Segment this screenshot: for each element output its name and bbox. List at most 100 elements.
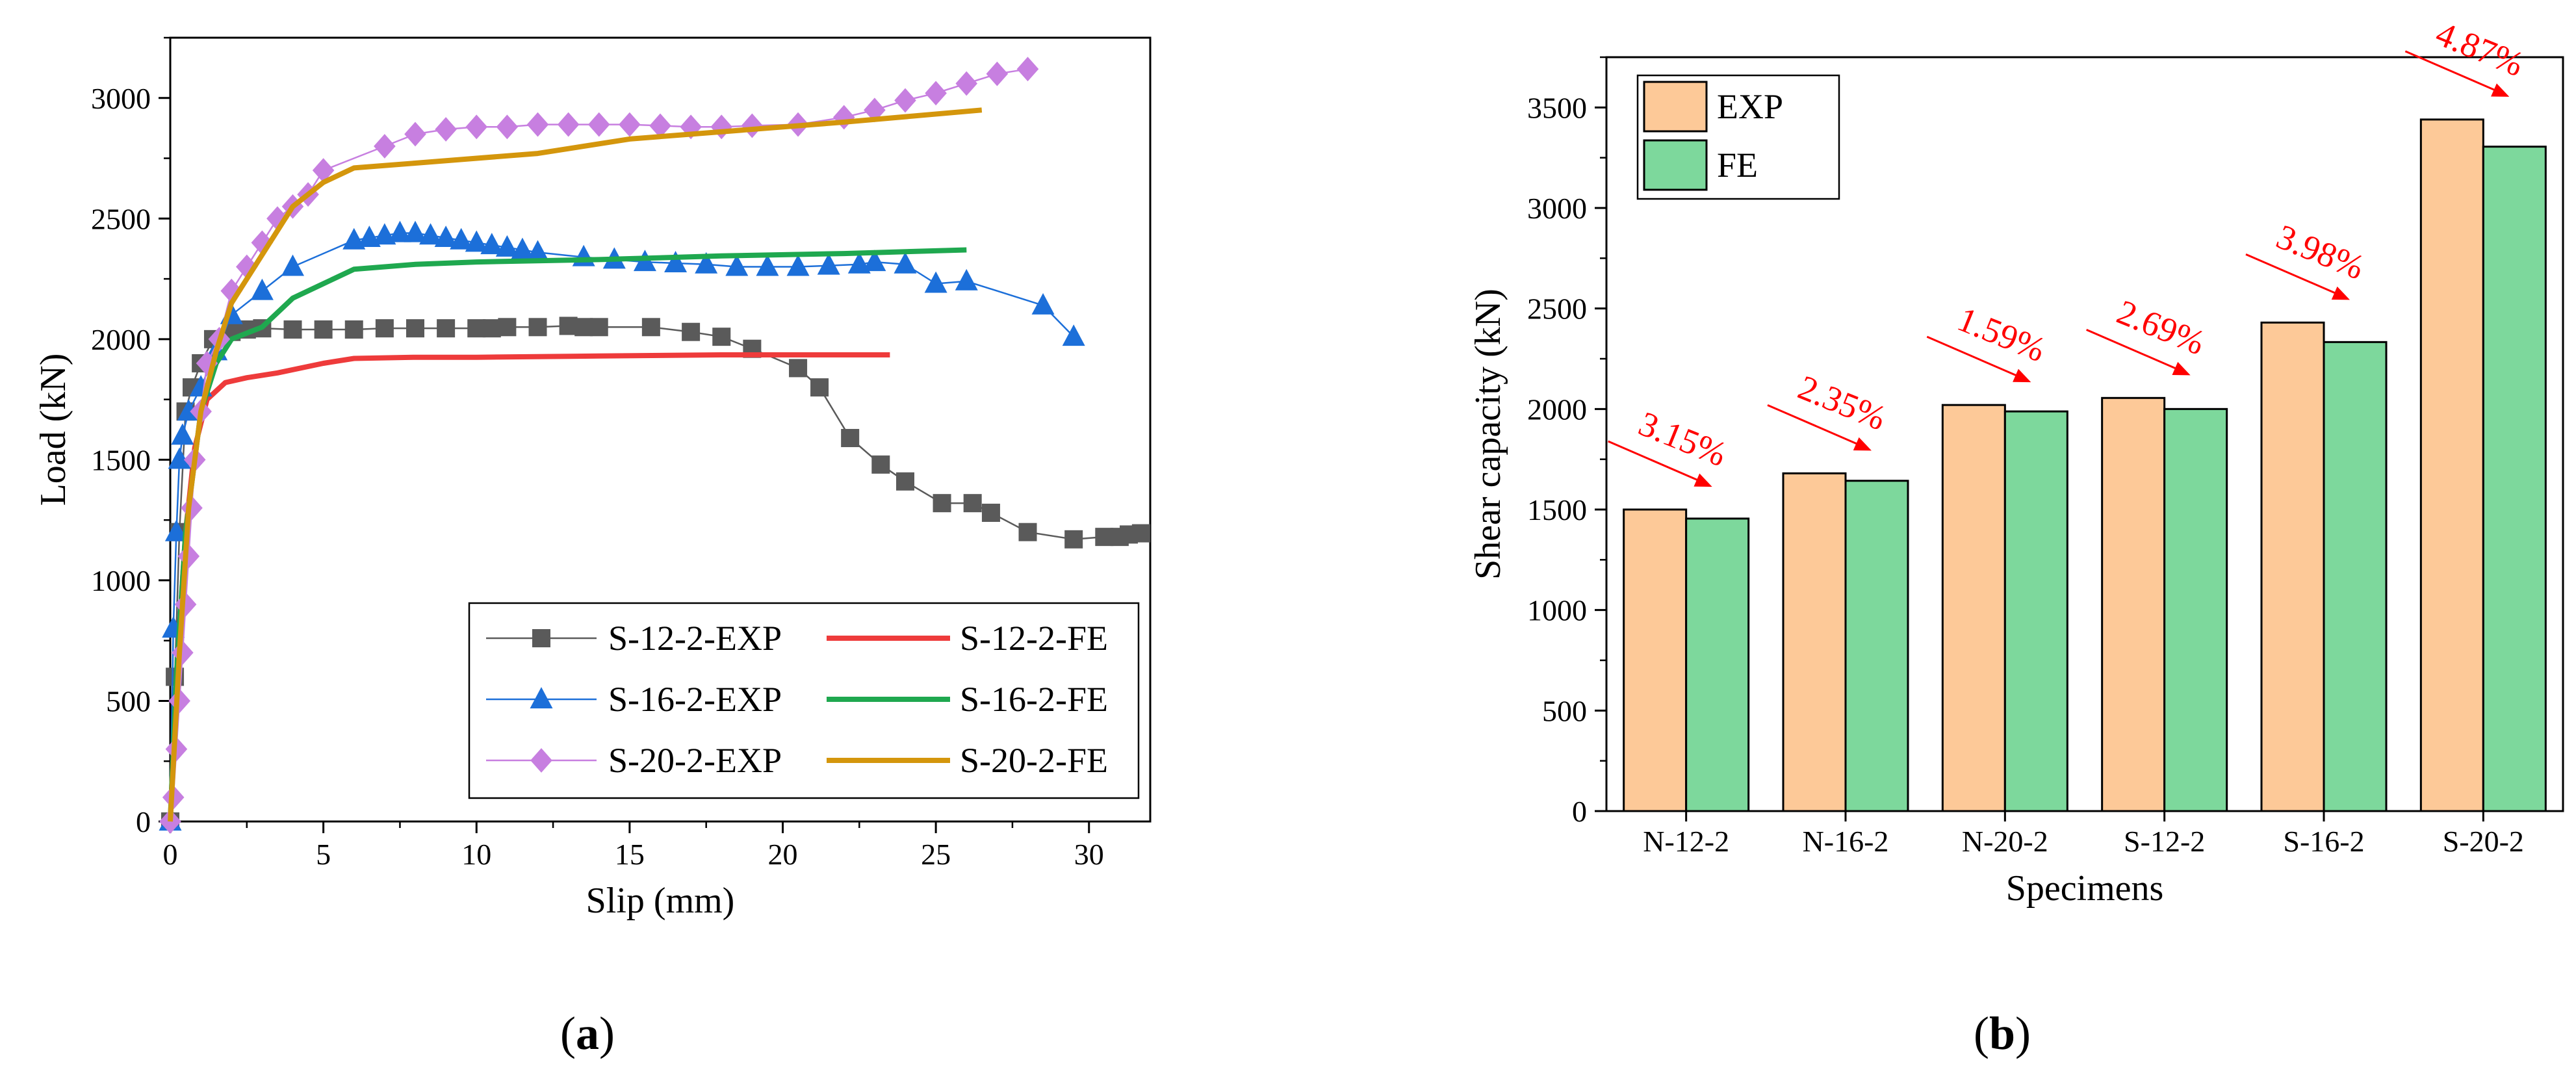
bar-exp-n-20-2	[1941, 404, 2006, 812]
data-series-a	[159, 57, 1150, 834]
data-point-s-12-2-exp	[981, 504, 1000, 523]
y-tick-label-b: 3500	[1527, 91, 1587, 124]
panel-label-b: (b)	[1974, 1007, 2031, 1059]
data-point-s-20-2-exp	[864, 97, 886, 123]
data-point-s-12-2-exp	[437, 319, 456, 338]
data-point-s-12-2-exp	[589, 318, 608, 337]
y-axis-title-b: Shear capacity (kN)	[1468, 289, 1508, 580]
data-point-s-16-2-exp	[664, 251, 688, 272]
legend-marker-s-12-2-exp	[532, 629, 550, 647]
data-point-s-16-2-exp	[511, 237, 534, 259]
data-point-s-20-2-exp	[374, 134, 396, 159]
data-point-s-20-2-exp	[1016, 57, 1039, 82]
x-tick-label-a: 25	[921, 838, 951, 871]
panel-label-b-open: (	[1974, 1007, 1989, 1059]
data-point-s-12-2-exp	[482, 319, 501, 338]
data-point-s-16-2-exp	[434, 226, 457, 247]
data-point-s-12-2-exp	[871, 455, 890, 474]
data-point-s-12-2-exp	[528, 318, 547, 337]
data-point-s-12-2-exp	[896, 472, 914, 491]
x-tick-label-a: 15	[615, 838, 645, 871]
bars-b: 3.15%2.35%1.59% 2.69%3.98%4.87%	[1608, 14, 2547, 812]
data-point-s-16-2-exp	[955, 268, 978, 291]
data-point-s-20-2-exp	[741, 113, 764, 138]
difference-arrow	[1608, 440, 1707, 485]
panel-label-b-close: )	[2015, 1007, 2031, 1059]
panel-label-a-close: )	[599, 1007, 615, 1059]
data-point-s-16-2-exp	[465, 230, 488, 252]
x-tick-label-b: S-12-2	[2124, 825, 2205, 858]
data-point-s-20-2-exp	[236, 254, 258, 279]
data-point-s-16-2-exp	[388, 220, 411, 242]
data-point-s-20-2-exp	[435, 117, 457, 142]
legend-label-s-12-2-fe: S-12-2-FE	[960, 619, 1108, 658]
y-tick-label-a: 1500	[91, 443, 151, 476]
data-point-s-20-2-exp	[894, 88, 916, 113]
data-point-s-20-2-exp	[496, 114, 519, 140]
data-point-s-16-2-exp	[526, 240, 549, 262]
x-axis-title-b: Specimens	[2006, 868, 2164, 909]
data-point-s-16-2-exp	[404, 220, 427, 242]
difference-arrowhead	[2491, 83, 2510, 97]
bar-fe-s-16-2	[2323, 341, 2388, 812]
data-point-s-12-2-exp	[712, 328, 731, 346]
data-point-s-20-2-exp	[168, 688, 190, 714]
difference-arrowhead	[2013, 368, 2031, 383]
bar-exp-s-16-2	[2260, 321, 2325, 812]
data-point-s-16-2-exp	[725, 254, 749, 276]
axis-ticks-b: 0 500 1000 1500 2000 2500 3000 3500 N-12-2 N-16-2…	[1527, 56, 2524, 858]
data-point-s-20-2-exp	[557, 112, 580, 137]
legend-swatch-exp	[1643, 81, 1708, 133]
difference-arrowhead	[1694, 473, 1712, 487]
data-point-s-12-2-exp	[810, 378, 829, 397]
legend-label-fe: FE	[1717, 146, 1758, 185]
data-point-s-16-2-exp	[480, 233, 504, 255]
legend-label-exp: EXP	[1717, 87, 1783, 126]
bar-fe-n-20-2	[2003, 410, 2068, 812]
data-point-s-16-2-exp	[924, 271, 947, 293]
difference-arrowhead	[2331, 286, 2350, 300]
difference-arrow	[2245, 253, 2344, 298]
data-point-s-16-2-exp	[894, 252, 917, 274]
data-point-s-16-2-exp	[695, 252, 718, 274]
data-point-s-16-2-exp	[756, 254, 779, 276]
data-point-s-12-2-exp	[1018, 523, 1037, 541]
y-tick-label-a: 0	[136, 805, 151, 838]
data-point-s-20-2-exp	[925, 81, 947, 106]
y-tick-label-b: 3000	[1527, 192, 1587, 225]
data-point-s-12-2-exp	[933, 494, 951, 513]
legend-swatch-fe	[1643, 139, 1708, 191]
data-point-s-12-2-exp	[344, 320, 363, 339]
data-point-s-20-2-exp	[955, 71, 978, 96]
legend-a-frame	[468, 602, 1140, 799]
x-tick-label-a: 0	[163, 838, 178, 871]
x-tick-label-b: N-16-2	[1803, 825, 1889, 858]
data-point-s-16-2-exp	[863, 250, 886, 272]
x-tick-label-a: 20	[768, 838, 798, 871]
data-point-s-12-2-exp	[375, 319, 394, 338]
y-tick-label-b: 0	[1572, 795, 1587, 828]
difference-arrowhead	[2172, 361, 2191, 376]
data-point-s-16-2-exp	[164, 519, 188, 541]
data-point-s-12-2-exp	[1064, 530, 1083, 549]
legend-label-s-20-2-fe: S-20-2-FE	[960, 741, 1108, 780]
data-point-s-20-2-exp	[587, 112, 610, 137]
data-point-s-12-2-exp	[559, 317, 578, 335]
data-point-s-16-2-exp	[168, 447, 191, 469]
data-point-s-16-2-exp	[171, 423, 194, 445]
legend-marker-s-16-2-exp	[530, 687, 553, 708]
y-tick-label-a: 2500	[91, 202, 151, 235]
y-tick-label-b: 2000	[1527, 393, 1587, 426]
legend-marker-s-20-2-exp	[530, 748, 552, 773]
x-tick-label-b: N-12-2	[1643, 825, 1729, 858]
axis-ticks-a: 0 5 10 15 20 25 30 0 500 1000 1500 2000 2500 3000	[91, 36, 1104, 871]
legend-a: S-12-2-EXP S-12-2-FE S-16-2-EXP S-16-2-FE S-…	[468, 602, 1140, 799]
difference-arrow	[2086, 328, 2185, 373]
series-line-s-20-2-exp	[169, 68, 1028, 822]
data-point-s-16-2-exp	[1062, 324, 1085, 346]
bar-exp-s-20-2	[2419, 118, 2484, 812]
y-tick-label-b: 2500	[1527, 292, 1587, 326]
bar-group-s-12-2: 2.69%	[2086, 292, 2228, 812]
bar-exp-n-16-2	[1782, 472, 1847, 812]
data-point-s-20-2-exp	[465, 114, 488, 140]
